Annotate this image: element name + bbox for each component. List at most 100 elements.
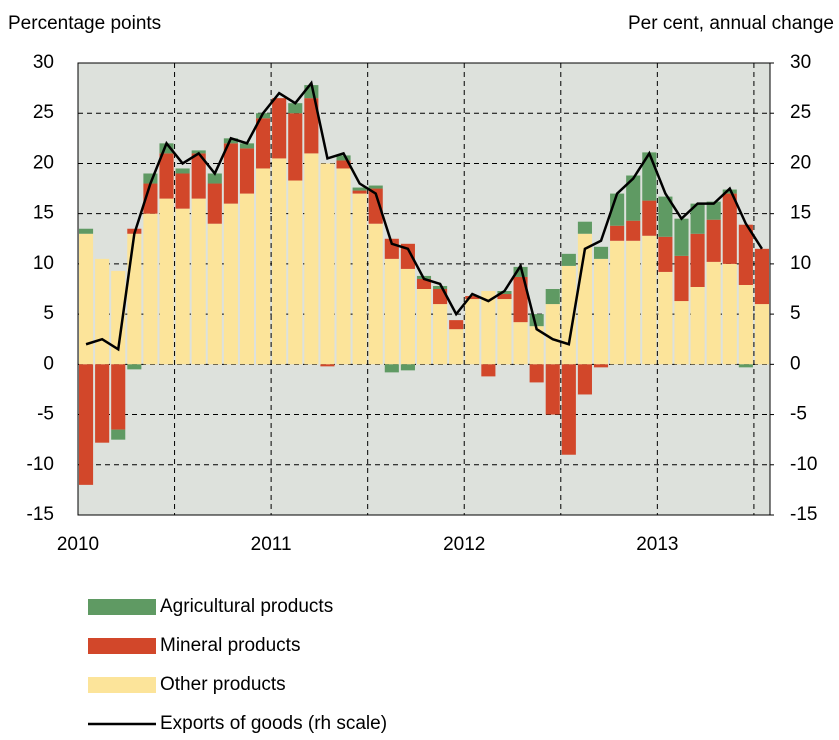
bar-segment — [593, 246, 609, 259]
bar-segment — [400, 268, 415, 365]
bar-segment — [722, 193, 737, 264]
bar-segment — [95, 258, 110, 365]
bar-segment — [336, 160, 351, 169]
bar-segment — [513, 322, 528, 365]
bar-segment — [288, 103, 303, 114]
y-tick-label: -5 — [37, 404, 54, 425]
bar-segment — [497, 291, 512, 295]
bar-segment — [465, 296, 480, 300]
x-tick-label: 2012 — [443, 534, 485, 555]
legend-label: Agricultural products — [160, 596, 333, 617]
bar-segment — [433, 304, 448, 365]
x-tick-label: 2010 — [57, 534, 99, 555]
bar-segment — [626, 220, 641, 241]
bar-segment — [754, 248, 769, 305]
x-tick-label: 2013 — [636, 534, 678, 555]
y-tick-label: 0 — [43, 353, 54, 374]
bar-segment — [593, 258, 609, 365]
bar-segment — [175, 168, 190, 174]
bar-segment — [352, 187, 367, 191]
bar-segment — [400, 243, 415, 269]
y-tick-label: 10 — [33, 253, 54, 274]
line-series — [85, 80, 764, 352]
bar-segment — [706, 201, 721, 220]
bar-segment — [561, 265, 576, 365]
y-tick-label: -10 — [27, 454, 54, 475]
bar-segment — [256, 168, 271, 365]
bar-segment — [658, 196, 673, 237]
bar-segment — [497, 294, 512, 300]
bar-segment — [368, 185, 383, 189]
bar-segment — [577, 221, 592, 234]
bar-segment — [481, 364, 496, 377]
bar-segment — [191, 198, 206, 365]
bar-segment — [561, 364, 576, 455]
bar-segment — [223, 203, 238, 365]
bar-segment — [352, 193, 367, 365]
y2-tick-label: -10 — [790, 454, 817, 475]
y2-tick-label: 10 — [790, 253, 811, 274]
bar-segment — [513, 276, 528, 323]
bar-segment — [593, 364, 609, 368]
legend-swatch — [88, 677, 156, 693]
bar-segment — [626, 175, 641, 221]
bar-segment — [529, 326, 544, 365]
y-tick-label: 30 — [33, 52, 54, 73]
bar-segment — [175, 173, 190, 209]
bar-segment — [336, 168, 351, 365]
bar-segment — [79, 233, 94, 365]
plot-border — [77, 62, 771, 516]
bar-segment — [239, 148, 255, 194]
bar-segment — [320, 163, 335, 365]
bar-segment — [497, 299, 512, 365]
bar-segment — [304, 153, 319, 365]
y2-tick-label: 30 — [790, 52, 811, 73]
bar-segment — [738, 224, 753, 285]
y-tick-label: 20 — [33, 152, 54, 173]
bar-segment — [738, 284, 753, 365]
bar-segment — [239, 143, 255, 149]
bar-segment — [79, 228, 94, 234]
bar-segment — [384, 364, 399, 373]
y2-tick-label: 5 — [790, 303, 801, 324]
bar-segment — [336, 155, 351, 161]
bar-segment — [159, 153, 174, 199]
y-tick-label: 5 — [43, 303, 54, 324]
bar-segment — [465, 299, 480, 365]
bar-segment — [143, 173, 158, 184]
bar-segment — [722, 189, 737, 194]
bar-segment — [127, 233, 142, 365]
bar-segment — [272, 98, 287, 159]
bar-segment — [111, 429, 126, 440]
x-tick-label: 2011 — [251, 534, 292, 555]
bar-segment — [111, 364, 126, 430]
bar-segment — [706, 219, 721, 262]
bar-segment — [754, 304, 769, 365]
bar-segment — [320, 364, 335, 367]
bar-segment — [416, 289, 432, 365]
bar-segment — [127, 364, 142, 370]
bar-segment — [674, 301, 689, 365]
bar-segment — [610, 225, 625, 241]
legend-swatch — [88, 638, 156, 654]
bar-segment — [674, 218, 689, 256]
bar-segment — [690, 203, 705, 234]
bar-segment — [159, 143, 174, 154]
y-tick-label: 25 — [33, 102, 54, 123]
bar-segment — [577, 364, 592, 395]
bar-segment — [449, 320, 464, 330]
y2-tick-label: 20 — [790, 152, 811, 173]
bar-segment — [207, 183, 222, 224]
bar-segment — [690, 286, 705, 365]
bar-segment — [416, 278, 432, 289]
bar-segment — [191, 153, 206, 199]
legend-swatch — [88, 599, 156, 615]
bar-segment — [223, 143, 238, 204]
y2-tick-label: 15 — [790, 203, 811, 224]
bar-segment — [256, 118, 271, 169]
legend-label: Exports of goods (rh scale) — [160, 713, 387, 734]
y-tick-label: 15 — [33, 203, 54, 224]
bar-segment — [175, 208, 190, 365]
bar-segment — [545, 304, 560, 365]
